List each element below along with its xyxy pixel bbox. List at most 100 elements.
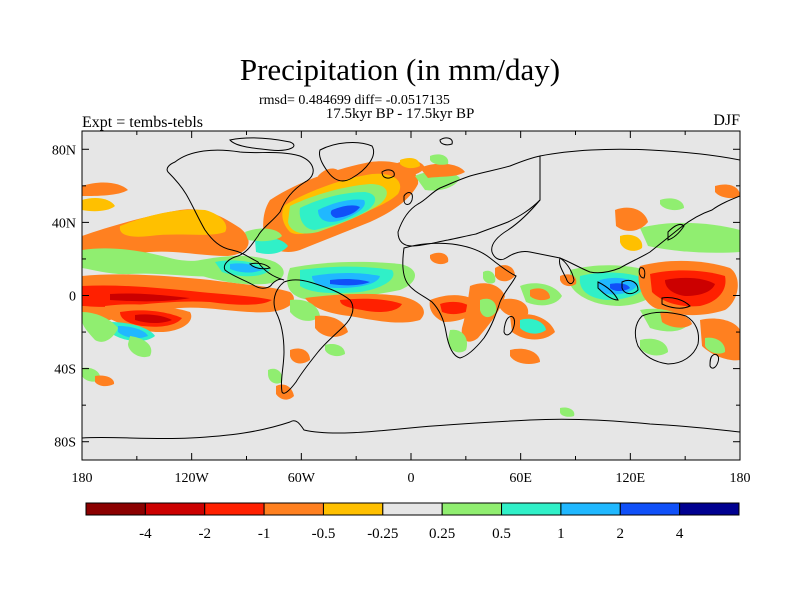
colorbar-label: -2 <box>198 526 211 542</box>
greenland-orange <box>318 168 340 183</box>
coast-africa <box>402 242 517 359</box>
colorbar-swatch <box>322 502 384 516</box>
coast-australia <box>634 311 699 365</box>
io-south-orange <box>510 348 540 364</box>
y-tick-label: 80S <box>54 436 76 451</box>
amazon-orange <box>315 315 348 337</box>
south-pacific-blue <box>118 326 148 339</box>
sa-south-green <box>325 344 345 357</box>
horn-orange <box>495 265 515 282</box>
arctic-orange <box>400 158 420 169</box>
experiment-label: Expt = tembs-tebls <box>82 114 204 131</box>
colorbar-swatch <box>204 502 265 516</box>
anomaly-field <box>82 154 740 417</box>
coast-britain <box>403 192 413 205</box>
madagascar-orange <box>500 298 529 317</box>
europe-orange <box>420 163 465 178</box>
scandinavia-green <box>430 154 449 165</box>
coast-sumatra <box>597 281 619 301</box>
x-tick-label: 180 <box>730 471 751 486</box>
eq-pacific-darkred <box>110 293 190 302</box>
gulf-cyan <box>255 238 288 254</box>
coast-svalbard <box>439 137 453 146</box>
stats-subtitle: rmsd= 0.484699 diff= -0.0517135 <box>259 93 450 108</box>
colorbar-label: 4 <box>676 526 684 542</box>
colorbar-swatch <box>263 502 324 516</box>
colorbar-swatch <box>619 502 681 516</box>
coast-greenland <box>319 142 374 182</box>
colorbar-label: 2 <box>617 526 625 542</box>
amazon-green <box>290 299 320 321</box>
aleutian-orange <box>82 198 115 212</box>
colorbar-label: -0.5 <box>312 526 336 542</box>
gulf-green <box>245 228 282 242</box>
coast-new-zealand <box>709 353 719 369</box>
na-blue <box>330 205 360 218</box>
y-tick-label: 40N <box>52 216 76 231</box>
io-cyan <box>520 318 546 334</box>
south-pacific-green <box>82 312 118 342</box>
siberia-green <box>660 198 684 211</box>
coast-cuba <box>249 262 271 270</box>
y-axis: 80N 40N 0 40S 80S <box>52 143 740 451</box>
coastlines <box>82 137 740 440</box>
kamchatka-orange <box>715 184 740 199</box>
coast-japan <box>667 223 685 241</box>
coast-asia <box>491 148 740 274</box>
patagonia-green <box>268 368 283 384</box>
coast-north-america <box>166 149 314 289</box>
x-tick-label: 120E <box>616 471 646 486</box>
colorbar-label: -1 <box>258 526 271 542</box>
so-orange <box>95 375 115 387</box>
season-label: DJF <box>713 112 740 129</box>
coast-madagascar <box>503 315 515 336</box>
colorbar: -4 -2 -1 -0.5 -0.25 0.25 0.5 1 2 4 <box>85 502 740 542</box>
north-pacific-yellow <box>119 209 227 237</box>
wp-darkred <box>665 277 715 296</box>
x-tick-label: 120W <box>175 471 210 486</box>
x-axis: 180 120W 60W 0 60E 120E 180 <box>72 131 751 486</box>
sw-pacific-green <box>705 337 726 354</box>
coast-south-america <box>273 279 354 394</box>
colorbar-label: -0.25 <box>367 526 398 542</box>
y-tick-label: 80N <box>52 143 76 158</box>
colorbar-swatch <box>501 502 562 516</box>
coast-philippines <box>638 267 646 279</box>
sahara-orange <box>430 252 449 265</box>
io-orange2 <box>530 288 550 301</box>
nwp-orange <box>615 207 648 231</box>
colorbar-swatch <box>679 502 740 516</box>
coast-arctic-islands <box>229 137 295 151</box>
ta-blue <box>330 278 370 286</box>
africa-red <box>440 301 472 315</box>
coast-newguinea <box>661 297 691 309</box>
africa-south-green <box>448 329 468 353</box>
colorbar-swatch <box>441 502 503 516</box>
colorbar-swatch <box>560 502 621 516</box>
coast-iceland <box>381 169 395 179</box>
coast-antarctica <box>82 418 740 440</box>
x-tick-label: 60W <box>288 471 316 486</box>
x-tick-label: 0 <box>408 471 415 486</box>
colorbar-label: 0.5 <box>492 526 511 542</box>
colorbar-swatch <box>144 502 206 516</box>
x-tick-label: 60E <box>509 471 532 486</box>
south-pacific-darkred <box>135 314 172 323</box>
colorbar-label: 0.25 <box>429 526 455 542</box>
nwp-green <box>640 222 740 253</box>
australia-green <box>640 338 668 356</box>
y-tick-label: 40S <box>54 363 76 378</box>
ta-red <box>340 298 402 312</box>
mc-blue <box>610 283 630 291</box>
eq-pacific-red <box>82 285 272 307</box>
period-subtitle: 17.5kyr BP - 17.5kyr BP <box>325 106 475 122</box>
south-pacific-green2 <box>128 336 152 358</box>
coast-india <box>559 257 575 285</box>
colorbar-swatch <box>85 502 146 516</box>
nwp-yellow <box>620 234 643 251</box>
ne-pacific-orange <box>82 182 128 196</box>
coast-borneo <box>621 279 639 295</box>
so-green2 <box>560 407 575 417</box>
africa-east-green <box>480 298 497 318</box>
